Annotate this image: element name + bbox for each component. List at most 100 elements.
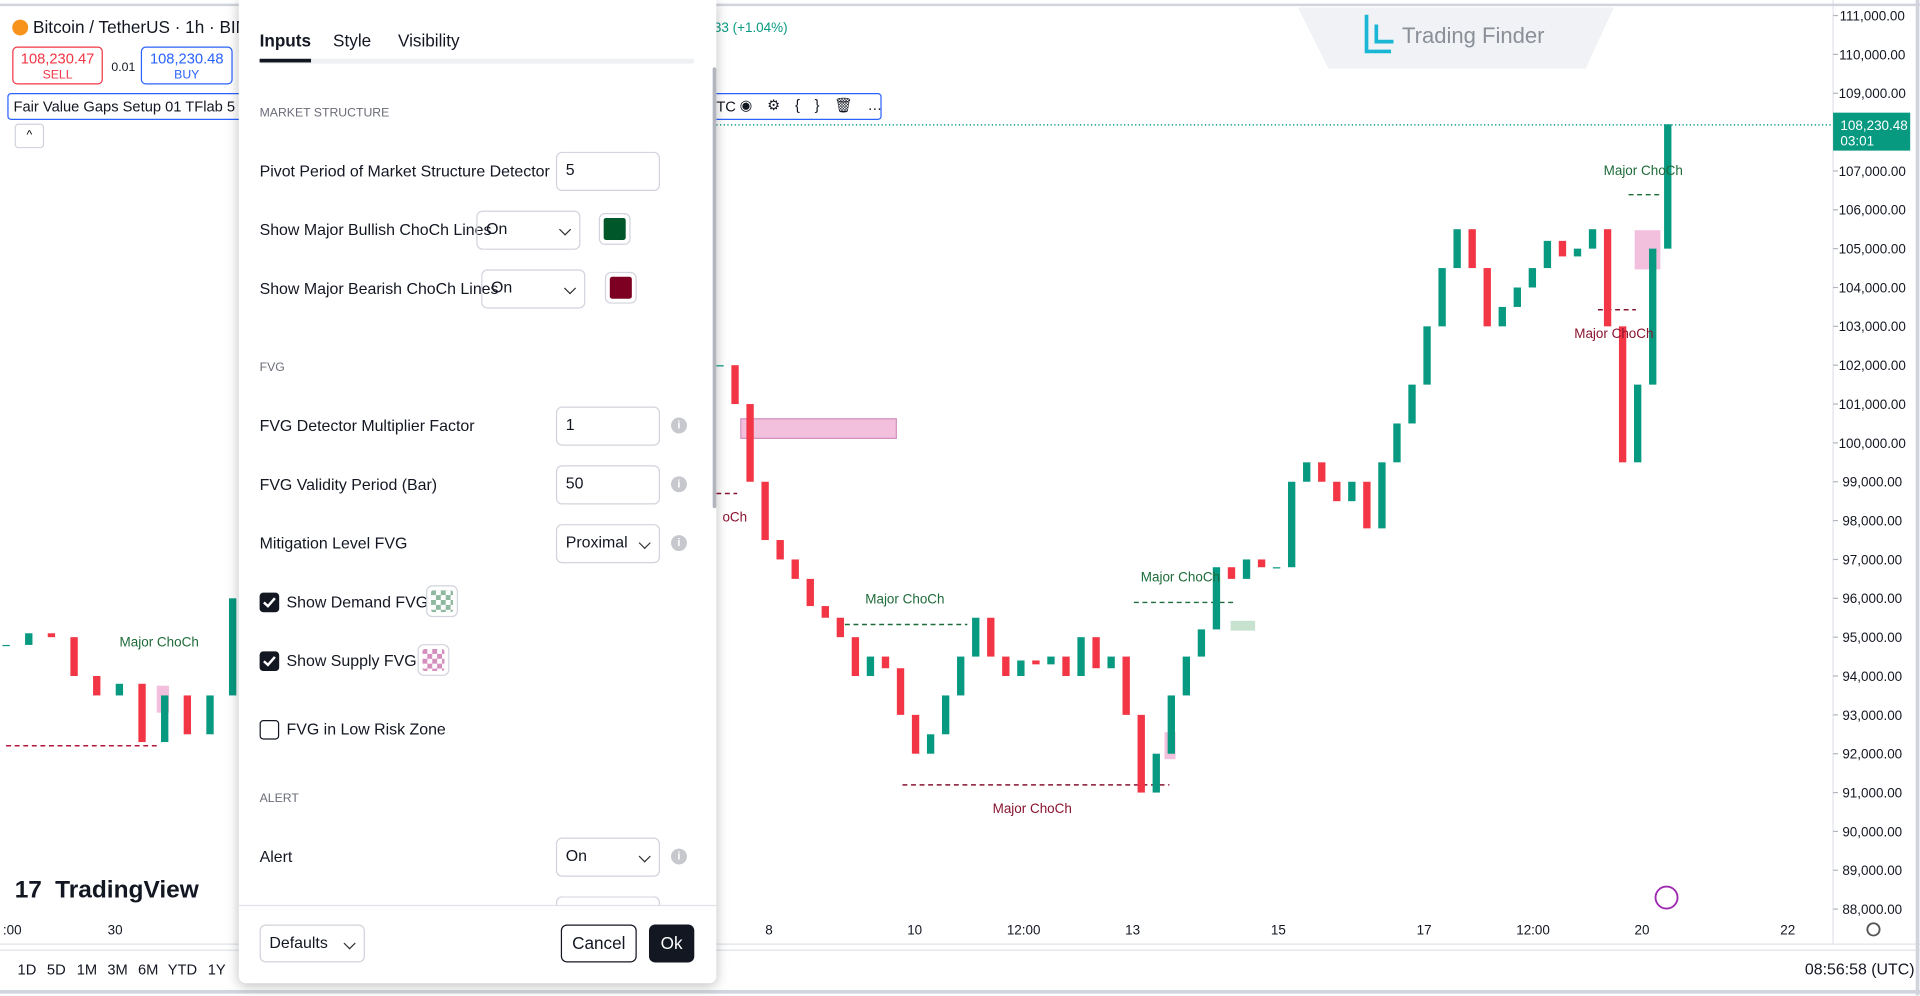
- text-input[interactable]: 5: [555, 151, 661, 192]
- last-price: 108,230.48: [1840, 118, 1907, 133]
- row-label: Alert: [259, 847, 293, 866]
- candle: [926, 734, 935, 754]
- color-swatch[interactable]: [598, 213, 631, 245]
- range-button[interactable]: 5D: [47, 963, 66, 979]
- range-button[interactable]: YTD: [168, 963, 197, 979]
- select[interactable]: On: [476, 210, 581, 250]
- color-swatch[interactable]: [604, 271, 637, 304]
- control-value: 1: [565, 415, 575, 434]
- color-swatch[interactable]: [426, 585, 458, 618]
- candle: [1002, 656, 1010, 677]
- symbol[interactable]: Bitcoin / TetherUS · 1h · BIN: [12, 17, 248, 37]
- ok-button[interactable]: Ok: [648, 924, 695, 963]
- supply-fvg: [1634, 230, 1661, 270]
- control-value: Proximal: [565, 532, 628, 552]
- info-icon[interactable]: i: [671, 476, 687, 493]
- y-tick-label: 100,000.00: [1839, 436, 1906, 451]
- y-tick-label: 104,000.00: [1839, 280, 1906, 295]
- range-buttons: 1D 5D 1M 3M 6M YTD 1Y: [18, 963, 226, 979]
- y-tick-label: 102,000.00: [1839, 358, 1906, 373]
- buy-button[interactable]: 108,230.48 BUY: [140, 46, 233, 85]
- candle: [1453, 229, 1461, 269]
- select[interactable]: On: [555, 837, 661, 877]
- x-tick-label: :00: [3, 922, 22, 937]
- candle: [2, 644, 10, 647]
- text-input[interactable]: [555, 896, 661, 907]
- watermark: Trading Finder: [1402, 23, 1544, 48]
- candle: [1543, 240, 1552, 269]
- info-icon[interactable]: i: [671, 848, 687, 865]
- y-tick-label: 111,000.00: [1840, 8, 1905, 23]
- info-icon[interactable]: i: [671, 417, 687, 434]
- row-label: Pivot Period of Market Structure Detecto…: [259, 161, 550, 181]
- control-value: On: [565, 846, 587, 865]
- chevron: [563, 282, 577, 295]
- checkbox[interactable]: [259, 651, 280, 672]
- info-icon[interactable]: i: [671, 535, 687, 552]
- cancel-button[interactable]: Cancel: [560, 924, 637, 963]
- candle: [1077, 637, 1085, 677]
- indicator-icons[interactable]: ◉⚙{}🗑…: [739, 96, 897, 114]
- candle: [1408, 384, 1416, 424]
- checkbox[interactable]: [259, 720, 280, 740]
- price-axis: 111,000.00110,000.00109,000.00108,000.00…: [1833, 8, 1906, 917]
- select[interactable]: Proximal: [555, 524, 661, 564]
- y-tick-label: 110,000.00: [1839, 47, 1905, 62]
- y-tick-label: 103,000.00: [1839, 319, 1906, 334]
- sell-price: 108,230.47: [20, 50, 95, 68]
- section-title: MARKET STRUCTURE: [259, 106, 390, 121]
- y-tick-label: 96,000.00: [1842, 591, 1902, 606]
- tab-scroll: [259, 58, 695, 64]
- candle: [1137, 714, 1145, 793]
- x-tick-label: 22: [1780, 922, 1795, 937]
- candle: [1047, 656, 1055, 665]
- text-input[interactable]: 50: [555, 465, 661, 505]
- candle: [1498, 306, 1506, 327]
- select[interactable]: On: [481, 269, 586, 309]
- time-axis: :00 30 8 10 12:00 13 15 17 12:00 20 22: [3, 922, 1795, 937]
- candle: [1649, 248, 1657, 385]
- candle: [1212, 567, 1221, 630]
- indicator-suffix: TC: [716, 97, 736, 116]
- candle: [1122, 656, 1130, 715]
- candle: [746, 404, 754, 482]
- candle: [836, 617, 845, 638]
- clock: 08:56:58 (UTC): [1805, 962, 1915, 979]
- row-label: Show Supply FVG: [286, 651, 417, 670]
- candle: [881, 656, 890, 669]
- sell-button[interactable]: 108,230.47 SELL: [12, 46, 103, 85]
- tab[interactable]: Inputs: [259, 30, 312, 51]
- row-label: Show Major Bullish ChoCh Lines: [259, 220, 492, 239]
- candle: [896, 668, 905, 715]
- swatch-color: [422, 648, 445, 672]
- tab[interactable]: Visibility: [397, 30, 460, 51]
- choch-label: Major ChoCh: [1604, 163, 1683, 178]
- range-button[interactable]: 3M: [107, 963, 127, 979]
- row-label: Show Major Bearish ChoCh Lines: [259, 279, 499, 298]
- alert-icon[interactable]: [1654, 885, 1679, 910]
- candle: [1272, 567, 1281, 569]
- change: 33 (+1.04%): [713, 20, 788, 36]
- candle: [138, 683, 146, 743]
- candle: [987, 617, 995, 657]
- y-tick-label: 93,000.00: [1842, 708, 1902, 723]
- y-tick-label: 106,000.00: [1839, 203, 1906, 218]
- range-button[interactable]: 1D: [18, 963, 37, 979]
- candle: [1227, 567, 1236, 579]
- color-swatch[interactable]: [417, 644, 450, 676]
- range-button[interactable]: 1M: [77, 963, 97, 979]
- checkbox[interactable]: [259, 592, 280, 613]
- x-tick-label: 12:00: [1516, 922, 1550, 937]
- defaults-select[interactable]: Defaults: [259, 924, 365, 963]
- candle: [1618, 326, 1627, 463]
- candle: [1513, 287, 1521, 307]
- collapse-button[interactable]: ^: [14, 123, 45, 149]
- y-tick-label: 89,000.00: [1842, 863, 1902, 878]
- range-button[interactable]: 6M: [138, 963, 158, 979]
- tab[interactable]: Style: [333, 30, 372, 51]
- scrollbar[interactable]: [712, 67, 717, 509]
- text-input[interactable]: 1: [555, 406, 661, 446]
- settings-icon[interactable]: [1866, 922, 1881, 937]
- range-button[interactable]: 1Y: [208, 963, 226, 979]
